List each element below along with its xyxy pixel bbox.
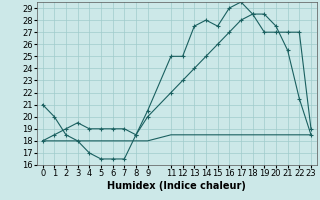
X-axis label: Humidex (Indice chaleur): Humidex (Indice chaleur) bbox=[108, 181, 246, 191]
